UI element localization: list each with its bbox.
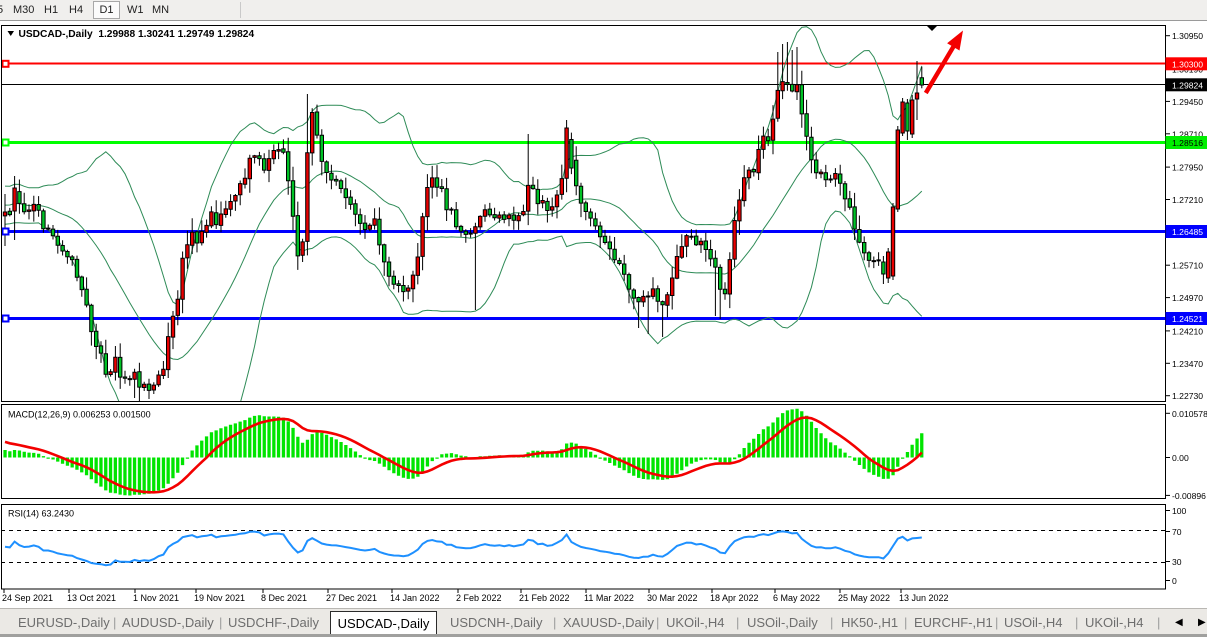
svg-text:1.24521: 1.24521 — [1172, 314, 1203, 324]
svg-text:14 Jan 2022: 14 Jan 2022 — [390, 593, 440, 603]
svg-text:1.24210: 1.24210 — [1172, 326, 1203, 336]
svg-text:18 Apr 2022: 18 Apr 2022 — [710, 593, 759, 603]
svg-text:30: 30 — [1172, 557, 1182, 567]
svg-text:21 Feb 2022: 21 Feb 2022 — [519, 593, 570, 603]
svg-text:25 May 2022: 25 May 2022 — [838, 593, 890, 603]
svg-text:19 Nov 2021: 19 Nov 2021 — [194, 593, 245, 603]
svg-text:MACD(12,26,9) 0.006253 0.00150: MACD(12,26,9) 0.006253 0.001500 — [8, 410, 151, 420]
svg-text:1.26485: 1.26485 — [1172, 227, 1203, 237]
svg-text:1.30950: 1.30950 — [1172, 31, 1203, 41]
svg-text:30 Mar 2022: 30 Mar 2022 — [647, 593, 698, 603]
svg-text:13 Oct 2021: 13 Oct 2021 — [67, 593, 116, 603]
svg-text:0: 0 — [1172, 576, 1177, 586]
svg-text:1.24970: 1.24970 — [1172, 293, 1203, 303]
svg-text:-0.00896: -0.00896 — [1172, 491, 1206, 501]
svg-text:0.00: 0.00 — [1172, 453, 1189, 463]
svg-text:11 Mar 2022: 11 Mar 2022 — [584, 593, 634, 603]
svg-text:70: 70 — [1172, 527, 1182, 537]
svg-text:1.30300: 1.30300 — [1172, 59, 1203, 69]
svg-text:1.25710: 1.25710 — [1172, 261, 1203, 271]
svg-text:1 Nov 2021: 1 Nov 2021 — [133, 593, 179, 603]
svg-text:100: 100 — [1172, 506, 1187, 516]
svg-text:13 Jun 2022: 13 Jun 2022 — [899, 593, 949, 603]
svg-text:1.28516: 1.28516 — [1172, 138, 1203, 148]
svg-text:1.22730: 1.22730 — [1172, 391, 1203, 401]
svg-text:27 Dec 2021: 27 Dec 2021 — [326, 593, 377, 603]
svg-text:0.010578: 0.010578 — [1172, 409, 1207, 419]
svg-text:RSI(14) 63.2430: RSI(14) 63.2430 — [8, 509, 74, 519]
svg-text:8 Dec 2021: 8 Dec 2021 — [261, 593, 307, 603]
svg-text:6 May 2022: 6 May 2022 — [773, 593, 820, 603]
svg-text:1.29450: 1.29450 — [1172, 97, 1203, 107]
svg-text:24 Sep 2021: 24 Sep 2021 — [2, 593, 53, 603]
svg-text:1.27950: 1.27950 — [1172, 163, 1203, 173]
svg-text:2 Feb 2022: 2 Feb 2022 — [456, 593, 502, 603]
svg-text:1.27210: 1.27210 — [1172, 195, 1203, 205]
svg-text:1.28710: 1.28710 — [1172, 129, 1203, 139]
svg-text:USDCAD-,Daily 1.29988 1.30241: USDCAD-,Daily 1.29988 1.30241 1.29749 1.… — [19, 29, 255, 40]
svg-text:1.29824: 1.29824 — [1172, 80, 1203, 90]
svg-text:1.23470: 1.23470 — [1172, 359, 1203, 369]
